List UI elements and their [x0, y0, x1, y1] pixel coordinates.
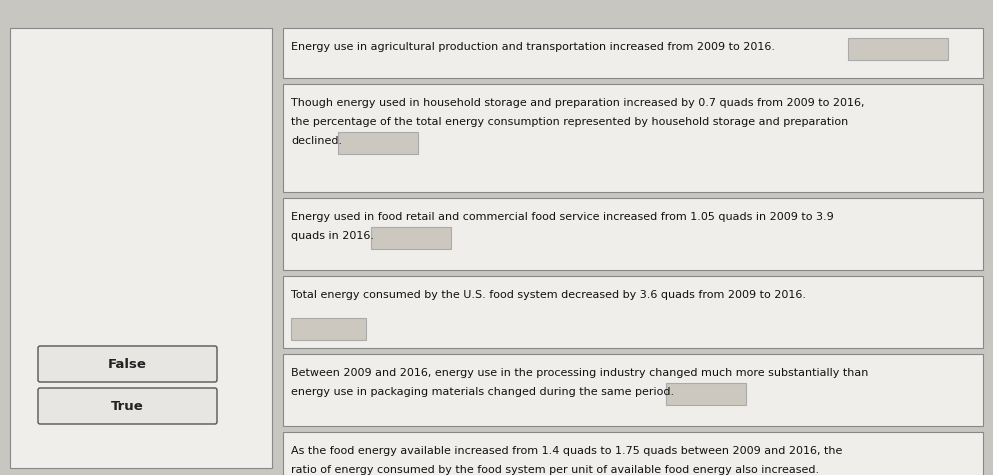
Text: Total energy consumed by the U.S. food system decreased by 3.6 quads from 2009 t: Total energy consumed by the U.S. food s… [291, 290, 806, 300]
Text: As the food energy available increased from 1.4 quads to 1.75 quads between 2009: As the food energy available increased f… [291, 446, 842, 456]
Text: Energy use in agricultural production and transportation increased from 2009 to : Energy use in agricultural production an… [291, 42, 775, 52]
FancyBboxPatch shape [283, 198, 983, 270]
FancyBboxPatch shape [283, 84, 983, 192]
FancyBboxPatch shape [38, 346, 217, 382]
Text: False: False [108, 358, 147, 370]
Text: Though energy used in household storage and preparation increased by 0.7 quads f: Though energy used in household storage … [291, 98, 865, 108]
Text: quads in 2016.: quads in 2016. [291, 231, 374, 241]
FancyBboxPatch shape [291, 318, 366, 340]
FancyBboxPatch shape [371, 227, 451, 249]
FancyBboxPatch shape [848, 38, 948, 60]
FancyBboxPatch shape [283, 276, 983, 348]
Text: energy use in packaging materials changed during the same period.: energy use in packaging materials change… [291, 387, 674, 397]
FancyBboxPatch shape [666, 383, 746, 405]
FancyBboxPatch shape [338, 132, 418, 154]
FancyBboxPatch shape [38, 388, 217, 424]
Text: Between 2009 and 2016, energy use in the processing industry changed much more s: Between 2009 and 2016, energy use in the… [291, 368, 868, 378]
FancyBboxPatch shape [10, 28, 272, 468]
Text: ratio of energy consumed by the food system per unit of available food energy al: ratio of energy consumed by the food sys… [291, 465, 819, 475]
FancyBboxPatch shape [283, 354, 983, 426]
Text: the percentage of the total energy consumption represented by household storage : the percentage of the total energy consu… [291, 117, 848, 127]
FancyBboxPatch shape [283, 28, 983, 78]
Text: Energy used in food retail and commercial food service increased from 1.05 quads: Energy used in food retail and commercia… [291, 212, 834, 222]
Text: True: True [111, 399, 144, 412]
FancyBboxPatch shape [283, 432, 983, 475]
Text: declined.: declined. [291, 136, 343, 146]
